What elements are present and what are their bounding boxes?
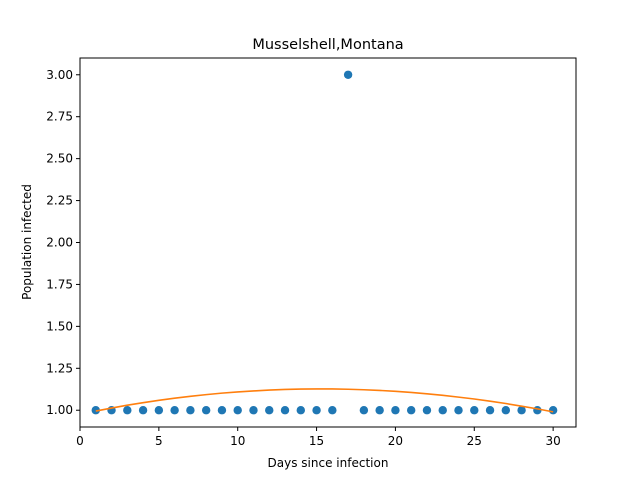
y-tick-label: 2.75 [46, 110, 73, 124]
x-axis: 0 5 10 15 20 25 30 [76, 427, 561, 448]
data-point [312, 406, 321, 415]
data-point [186, 406, 195, 415]
data-point [91, 406, 100, 415]
data-point [170, 406, 179, 415]
data-point [391, 406, 400, 415]
data-point [233, 406, 242, 415]
data-point [201, 406, 211, 415]
data-point [343, 70, 353, 79]
data-point [154, 406, 164, 415]
y-axis: 1.00 1.25 1.50 1.75 2.00 2.25 2.50 2.75 3.00 [46, 68, 80, 417]
x-tick-label: 10 [230, 434, 245, 448]
x-tick-label: 0 [76, 434, 84, 448]
data-point [454, 406, 463, 415]
y-tick-label: 1.50 [46, 319, 73, 333]
y-tick-label: 2.50 [46, 152, 73, 166]
y-tick-label: 1.00 [46, 403, 73, 417]
data-point [296, 406, 305, 415]
data-point [280, 406, 290, 415]
y-tick-label: 1.75 [46, 277, 73, 291]
y-tick-label: 1.25 [46, 361, 73, 375]
plot-area [91, 70, 558, 415]
x-tick-label: 20 [388, 434, 403, 448]
x-tick-label: 25 [467, 434, 482, 448]
y-tick-label: 2.00 [46, 236, 73, 250]
data-point [517, 406, 526, 415]
chart-title: Musselshell,Montana [252, 37, 403, 53]
data-point [470, 406, 479, 415]
data-point [123, 406, 132, 415]
x-tick-label: 30 [545, 434, 560, 448]
data-point [438, 406, 447, 415]
x-tick-label: 5 [155, 434, 163, 448]
data-point [217, 406, 227, 415]
data-point [422, 406, 432, 415]
data-point [485, 406, 495, 415]
data-point [249, 406, 258, 415]
data-point [328, 406, 337, 415]
y-tick-label: 2.25 [46, 194, 73, 208]
data-point [265, 406, 274, 415]
data-point [138, 406, 148, 415]
y-axis-label: Population infected [20, 184, 34, 300]
x-tick-label: 15 [309, 434, 324, 448]
data-point [375, 406, 384, 415]
x-axis-label: Days since infection [268, 456, 389, 470]
data-point [548, 406, 558, 415]
data-point [406, 406, 416, 415]
y-tick-label: 3.00 [46, 68, 73, 82]
data-point [501, 406, 511, 415]
fit-line [95, 388, 554, 413]
data-point [359, 406, 369, 415]
